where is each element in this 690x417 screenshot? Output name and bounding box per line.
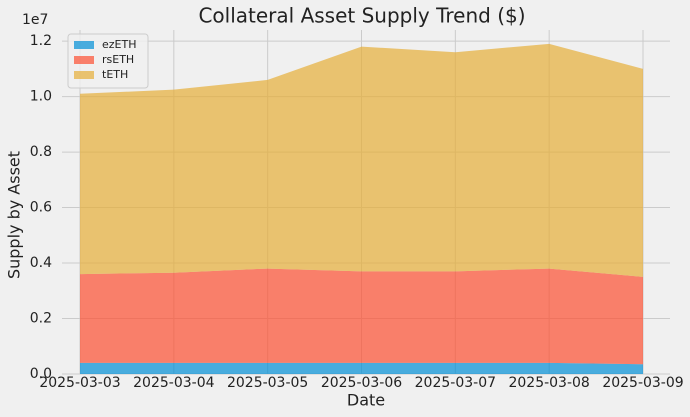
- area: [80, 268, 643, 365]
- y-tick-label: 0.6: [30, 200, 52, 216]
- y-tick-label: 1.2: [30, 33, 52, 49]
- y-tick-label: 1.0: [30, 89, 52, 105]
- y-axis-label: Supply by Asset: [5, 151, 24, 279]
- offset-label: 1e7: [22, 12, 48, 28]
- y-tick-label: 0.8: [30, 144, 52, 160]
- y-tick-label: 0.2: [30, 311, 52, 327]
- x-axis-label: Date: [347, 391, 385, 410]
- legend-swatch: [74, 41, 94, 49]
- legend-swatch: [74, 56, 94, 64]
- chart-title: Collateral Asset Supply Trend ($): [198, 4, 525, 28]
- x-tick-label: 2025-03-08: [508, 375, 589, 391]
- legend-swatch: [74, 71, 94, 79]
- legend-label: ezETH: [102, 38, 136, 51]
- x-tick-label: 2025-03-06: [321, 375, 402, 391]
- x-tick-label: 2025-03-04: [133, 375, 214, 391]
- x-tick-label: 2025-03-03: [39, 375, 120, 391]
- legend-label: rsETH: [102, 53, 134, 66]
- y-tick-label: 0.0: [30, 366, 52, 382]
- area: [80, 43, 643, 277]
- legend-label: tETH: [102, 68, 128, 81]
- y-tick-label: 0.4: [30, 255, 52, 271]
- x-tick-label: 2025-03-05: [227, 375, 308, 391]
- x-tick-label: 2025-03-07: [415, 375, 496, 391]
- x-tick-label: 2025-03-09: [602, 375, 683, 391]
- area: [80, 362, 643, 374]
